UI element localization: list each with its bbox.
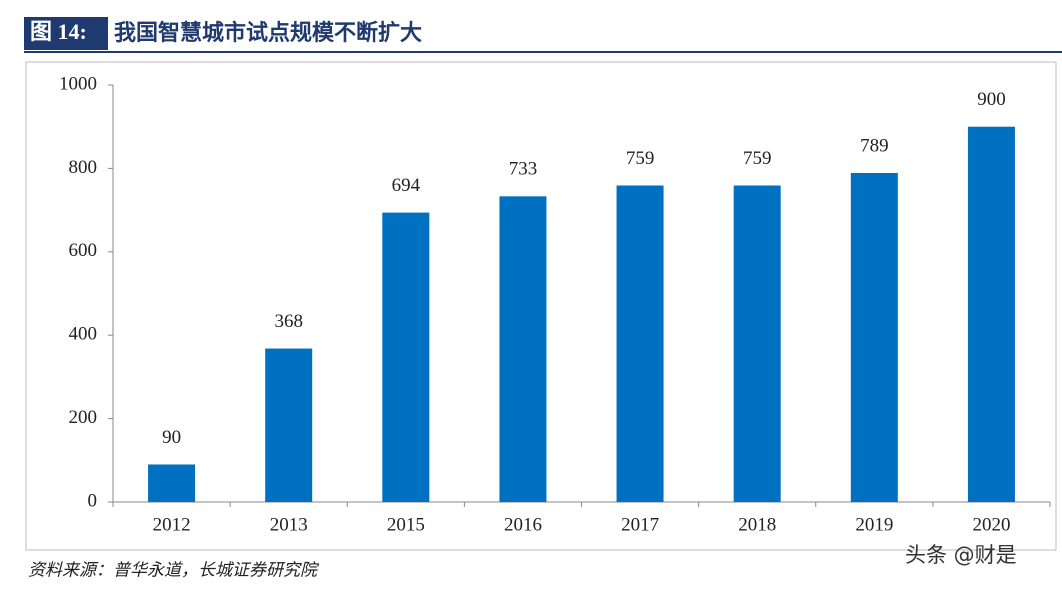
data-label: 759 (743, 148, 772, 169)
data-label: 90 (162, 427, 181, 448)
x-tick-label: 2018 (738, 514, 776, 535)
x-tick-label: 2019 (855, 514, 893, 535)
bar (616, 185, 664, 502)
bar (265, 348, 313, 502)
watermark: 头条 @财是 (905, 543, 1017, 567)
x-tick-label: 2015 (387, 514, 425, 535)
label-box (24, 17, 108, 50)
y-tick-label: 800 (69, 157, 98, 178)
data-label: 759 (626, 148, 655, 169)
data-label: 789 (860, 135, 889, 156)
bar (499, 196, 547, 503)
data-label: 368 (274, 311, 303, 332)
source-note: 资料来源：普华永道，长城证券研究院 (28, 561, 320, 581)
bar (850, 172, 898, 502)
data-label: 900 (977, 89, 1006, 110)
y-tick-label: 1000 (59, 73, 97, 94)
y-tick-label: 200 (69, 407, 98, 428)
x-tick-label: 2017 (621, 514, 659, 535)
y-tick-label: 0 (88, 490, 98, 511)
y-tick-label: 400 (69, 324, 98, 345)
chart-title: 我国智慧城市试点规模不断扩大 (114, 20, 422, 46)
data-label: 694 (392, 175, 421, 196)
x-tick-label: 2012 (153, 514, 191, 535)
chart-frame (25, 61, 1057, 551)
bar (967, 126, 1015, 502)
bar (733, 185, 781, 502)
bar (382, 212, 430, 503)
x-tick-label: 2013 (270, 514, 308, 535)
figure-label: 图 14: (30, 19, 87, 44)
bar (148, 464, 196, 502)
x-tick-label: 2016 (504, 514, 542, 535)
x-tick-label: 2020 (972, 514, 1010, 535)
data-label: 733 (509, 159, 538, 180)
y-tick-label: 600 (69, 240, 98, 261)
